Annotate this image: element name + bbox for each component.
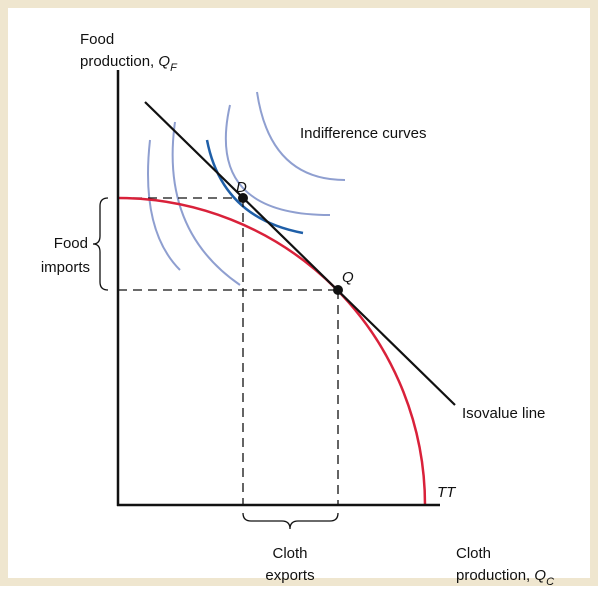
indifference-curves xyxy=(147,91,346,286)
y-axis-label: production, QF xyxy=(80,53,178,74)
panel xyxy=(8,8,590,578)
indifference-curve xyxy=(225,104,331,216)
indifference-curve xyxy=(171,121,241,286)
point-q-label: Q xyxy=(342,269,354,286)
y-axis-sub: F xyxy=(170,62,178,74)
tangent-indifference-curve xyxy=(205,139,304,235)
x-axis-label: production, xyxy=(456,567,534,584)
x-axis-label: production, QC xyxy=(456,567,554,586)
cloth-exports-brace xyxy=(242,512,339,530)
food-imports-label: imports xyxy=(41,259,90,276)
y-axis-label: Food xyxy=(80,31,114,48)
isovalue-label: Isovalue line xyxy=(462,405,545,422)
tt-label: TT xyxy=(437,484,457,501)
y-axis-label: production, xyxy=(80,53,158,70)
y-axis-var: Q xyxy=(158,53,170,70)
indifference-curve xyxy=(147,139,181,271)
x-axis-var: Q xyxy=(534,567,546,584)
indifference-label: Indifference curves xyxy=(300,125,426,142)
food-imports-label: Food xyxy=(54,235,88,252)
x-axis-label: Cloth xyxy=(456,545,491,562)
food-imports-brace xyxy=(92,197,109,291)
point-q xyxy=(333,285,343,295)
isovalue-line xyxy=(144,101,456,406)
indifference-curve xyxy=(256,91,346,181)
point-d-label: D xyxy=(236,179,247,196)
point-d xyxy=(238,193,248,203)
x-axis-sub: C xyxy=(546,576,554,586)
guides xyxy=(118,197,339,505)
cloth-exports-label: exports xyxy=(265,567,314,584)
cloth-exports-label: Cloth xyxy=(272,545,307,562)
